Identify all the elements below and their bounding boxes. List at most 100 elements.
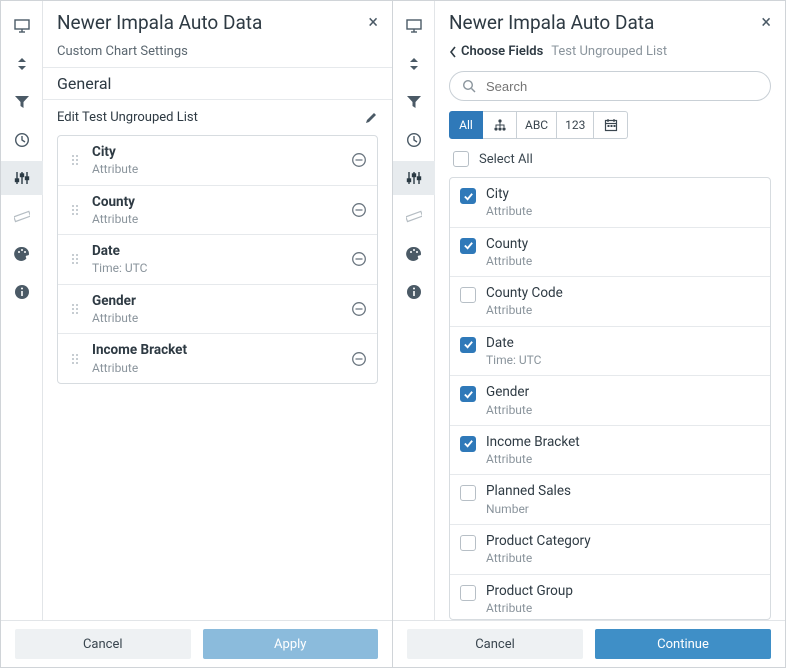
ruler-icon[interactable] [1,199,43,233]
footer-right: Cancel Continue [393,620,785,667]
clock-icon[interactable] [1,123,43,157]
field-name: Date [486,335,760,351]
field-checkbox[interactable] [460,287,476,303]
edit-list-label: Edit Test Ungrouped List [57,110,198,125]
section-general: General [43,67,392,100]
filter-icon[interactable] [393,85,435,119]
panel-left: Newer Impala Auto Data × Custom Chart Se… [1,1,393,667]
remove-icon[interactable] [351,251,367,267]
field-type: Attribute [92,162,351,176]
select-all-label: Select All [479,152,533,167]
drag-handle-icon[interactable] [68,251,82,267]
field-checkbox[interactable] [460,585,476,601]
panel-right: Newer Impala Auto Data × Choose Fields T… [393,1,785,667]
apply-button[interactable]: Apply [203,629,379,659]
field-name: City [92,144,351,160]
filter-123[interactable]: 123 [557,111,594,139]
field-type: Time: UTC [92,261,351,275]
filter-date-icon[interactable] [594,111,628,139]
left-content: Newer Impala Auto Data × Custom Chart Se… [43,1,392,620]
sort-icon[interactable] [393,47,435,81]
field-name: Date [92,243,351,259]
filter-all[interactable]: All [449,111,483,139]
sliders-icon[interactable] [1,161,43,195]
field-checkbox[interactable] [460,238,476,254]
list-item[interactable]: County CodeAttribute [450,277,770,327]
info-icon[interactable] [393,275,435,309]
footer-left: Cancel Apply [1,620,392,667]
presentation-icon[interactable] [1,9,43,43]
select-all-row[interactable]: Select All [435,149,785,177]
ruler-icon[interactable] [393,199,435,233]
list-item[interactable]: City Attribute [58,136,377,186]
continue-button[interactable]: Continue [595,629,771,659]
field-name: Gender [486,384,760,400]
list-item[interactable]: Date Time: UTC [450,327,770,377]
cancel-button[interactable]: Cancel [15,629,191,659]
field-name: City [486,186,760,202]
filter-hierarchy-icon[interactable] [483,111,517,139]
iconbar-left [1,1,43,620]
select-all-checkbox[interactable] [453,151,469,167]
panel-title: Newer Impala Auto Data [449,11,654,34]
filter-abc[interactable]: ABC [517,111,557,139]
type-filter-bar: All ABC 123 [435,111,785,149]
field-name: Planned Sales [486,483,760,499]
pencil-icon[interactable] [364,111,378,125]
drag-handle-icon[interactable] [68,351,82,367]
list-item[interactable]: City Attribute [450,178,770,228]
field-type: Time: UTC [486,353,760,367]
list-item[interactable]: Date Time: UTC [58,235,377,285]
palette-icon[interactable] [1,237,43,271]
breadcrumb-back[interactable]: Choose Fields [449,44,543,59]
list-item[interactable]: GenderAttribute [58,285,377,335]
presentation-icon[interactable] [393,9,435,43]
sort-icon[interactable] [1,47,43,81]
right-content: Newer Impala Auto Data × Choose Fields T… [435,1,785,620]
list-item[interactable]: Income BracketAttribute [450,426,770,476]
list-item[interactable]: Product GroupAttribute [450,575,770,620]
list-item[interactable]: GenderAttribute [450,376,770,426]
field-name: County Code [486,285,760,301]
selected-fields-list: City Attribute County Attribute Date Time: UT… [57,135,378,384]
field-type: Attribute [92,361,351,375]
drag-handle-icon[interactable] [68,202,82,218]
field-checkbox[interactable] [460,386,476,402]
list-item[interactable]: CountyAttribute [450,228,770,278]
clock-icon[interactable] [393,123,435,157]
info-icon[interactable] [1,275,43,309]
cancel-button[interactable]: Cancel [407,629,583,659]
field-checkbox[interactable] [460,535,476,551]
list-item[interactable]: Planned Sales Number [450,475,770,525]
field-name: Income Bracket [486,434,760,450]
drag-handle-icon[interactable] [68,301,82,317]
list-item[interactable]: Income BracketAttribute [58,334,377,383]
remove-icon[interactable] [351,202,367,218]
sliders-icon[interactable] [393,161,435,195]
field-type: Attribute [486,204,760,218]
close-icon[interactable]: × [368,12,378,33]
remove-icon[interactable] [351,301,367,317]
remove-icon[interactable] [351,152,367,168]
breadcrumb: Choose Fields Test Ungrouped List [435,40,785,67]
field-name: Product Group [486,583,760,599]
palette-icon[interactable] [393,237,435,271]
field-type: Number [486,502,760,516]
field-type: Attribute [486,551,760,565]
field-type: Attribute [92,212,351,226]
filter-icon[interactable] [1,85,43,119]
remove-icon[interactable] [351,351,367,367]
field-checkbox[interactable] [460,436,476,452]
list-item[interactable]: County Attribute [58,186,377,236]
search-input-wrap[interactable] [449,71,771,101]
drag-handle-icon[interactable] [68,152,82,168]
field-name: County [92,194,351,210]
field-checkbox[interactable] [460,188,476,204]
close-icon[interactable]: × [761,12,771,33]
search-input[interactable] [484,78,758,95]
chevron-left-icon [449,46,457,58]
field-checkbox[interactable] [460,337,476,353]
list-item[interactable]: Product CategoryAttribute [450,525,770,575]
field-type: Attribute [486,254,760,268]
field-checkbox[interactable] [460,485,476,501]
